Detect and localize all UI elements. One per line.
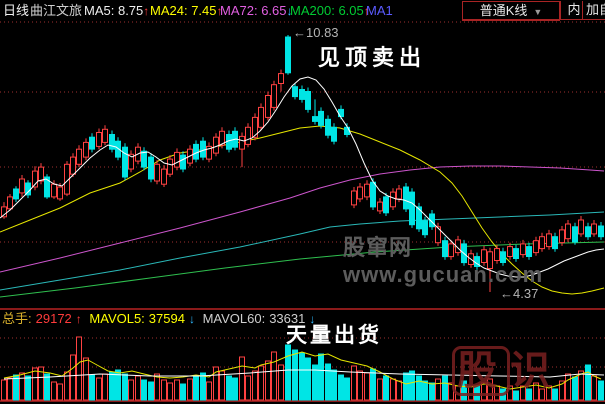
site-watermark: 股窜网 www.gucuan.com xyxy=(343,235,544,287)
mavol5-value: 37594 xyxy=(148,311,185,326)
ma24-readout: MA24: 7.45↑ xyxy=(150,0,223,22)
peak-price-callout: ←10.83 xyxy=(293,25,339,40)
up-arrow-icon: ↑ xyxy=(143,4,150,18)
forum-watermark-rest: 识吧 xyxy=(510,349,558,393)
down-arrow-icon: ↓ xyxy=(188,312,195,326)
peak-price-value: 10.83 xyxy=(306,25,339,40)
total-lots-label: 总手: xyxy=(2,311,32,326)
low-price-callout: ←4.37 xyxy=(500,286,538,301)
ma72-label: MA72: xyxy=(220,3,258,18)
ma200-value: 6.05 xyxy=(338,3,364,18)
forum-watermark-boxed-char: 股 xyxy=(452,346,510,396)
ma5-readout: MA5: 8.75↑ xyxy=(84,0,149,22)
ma5-value: 8.75 xyxy=(117,3,144,18)
add-to-watchlist-button[interactable]: 加自 xyxy=(582,1,605,19)
mavol60-label: MAVOL60: xyxy=(202,311,266,326)
ma72-value: 6.65 xyxy=(261,3,287,18)
up-arrow-icon: ↑ xyxy=(216,4,223,18)
kline-type-value: 普通K线 xyxy=(479,3,528,18)
ma1-label: MA1 xyxy=(366,3,393,18)
ma200-label: MA200: xyxy=(290,3,335,18)
down-arrow-icon: ↓ xyxy=(309,312,316,326)
volume-header-bar: 总手: 29172 ↑ MAVOL5: 37594 ↓ MAVOL60: 33631 ↓ xyxy=(2,311,319,327)
sell-signal-annotation: 见顶卖出 xyxy=(318,45,427,70)
volume-dump-annotation: 天量出货 xyxy=(286,324,382,347)
mavol60-value: 33631 xyxy=(269,311,306,326)
up-arrow-icon: ↑ xyxy=(363,4,370,18)
ma5-label: MA5: xyxy=(84,3,115,18)
left-arrow-icon: ← xyxy=(293,25,306,40)
kline-type-dropdown[interactable]: 普通K线 ▼ xyxy=(462,1,560,21)
indicator-header-bar: 日线 曲江文旅 MA5: 8.75↑ MA24: 7.45↑ MA72: 6.6… xyxy=(0,0,605,21)
ma200-readout: MA200: 6.05↑ xyxy=(290,0,370,22)
stock-name[interactable]: 曲江文旅 xyxy=(30,3,83,18)
ma24-label: MA24: xyxy=(150,3,188,18)
up-arrow-icon: ↑ xyxy=(75,312,82,326)
forum-watermark: 股识吧 xyxy=(452,338,605,404)
low-price-value: 4.37 xyxy=(513,286,539,301)
header-divider xyxy=(462,19,605,20)
mavol5-label: MAVOL5: xyxy=(89,311,145,326)
down-arrow-icon: ↓ xyxy=(286,4,293,18)
inner-disk-button[interactable]: 内 xyxy=(560,1,587,19)
period-label[interactable]: 日线 xyxy=(3,3,30,18)
chevron-down-icon: ▼ xyxy=(533,7,543,17)
total-lots-value: 29172 xyxy=(35,311,72,326)
ma72-readout: MA72: 6.65↓ xyxy=(220,0,293,22)
ma24-value: 7.45 xyxy=(191,3,217,18)
left-arrow-icon: ← xyxy=(500,286,513,301)
